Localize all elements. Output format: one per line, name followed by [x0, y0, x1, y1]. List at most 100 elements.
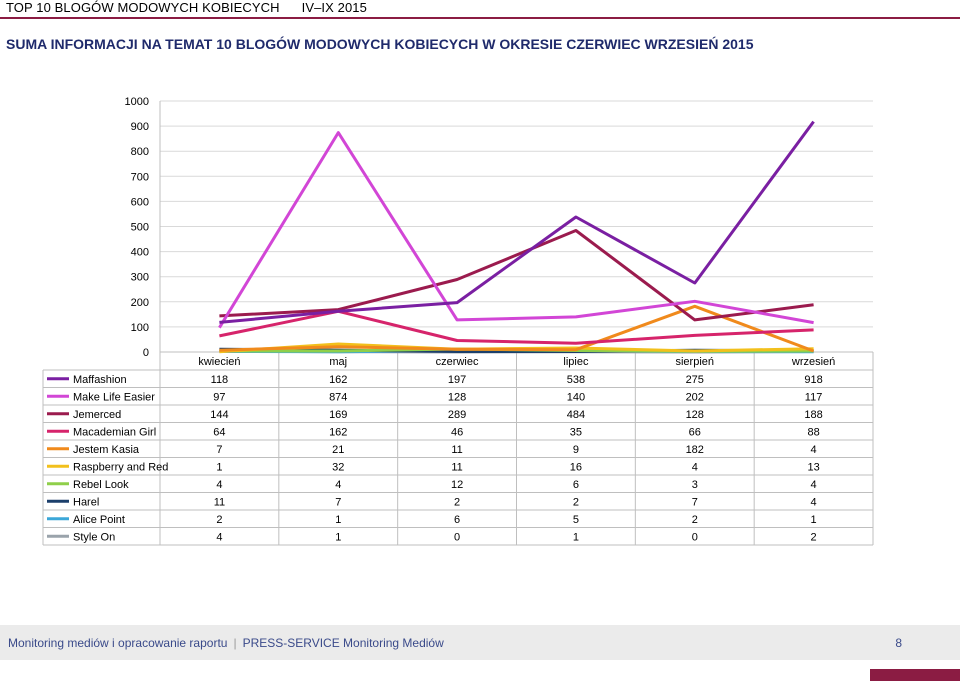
data-label: 918 — [804, 374, 822, 386]
data-label: 484 — [567, 409, 585, 421]
data-label: 46 — [451, 426, 463, 438]
report-header: TOP 10 BLOGÓW MODOWYCH KOBIECYCH IV–IX 20… — [6, 0, 367, 15]
report-title: TOP 10 BLOGÓW MODOWYCH KOBIECYCH — [6, 0, 280, 15]
series-line — [219, 120, 815, 324]
data-label: 4 — [811, 444, 817, 456]
data-label: 4 — [811, 496, 817, 508]
y-tick-label: 500 — [131, 222, 149, 234]
page-number: 8 — [895, 636, 902, 650]
data-label: 169 — [329, 409, 347, 421]
y-tick-label: 700 — [131, 171, 149, 183]
data-label: 128 — [448, 391, 466, 403]
data-label: 4 — [335, 479, 341, 491]
data-label: 2 — [454, 496, 460, 508]
y-tick-label: 100 — [131, 322, 149, 334]
data-label: 5 — [573, 514, 579, 526]
data-label: 7 — [335, 496, 341, 508]
data-label: 1 — [811, 514, 817, 526]
legend-label: Make Life Easier — [73, 391, 155, 403]
y-tick-label: 0 — [143, 347, 149, 359]
legend-label: Style On — [73, 531, 115, 543]
data-label: 2 — [216, 514, 222, 526]
legend-label: Macademian Girl — [73, 426, 156, 438]
data-label: 1 — [335, 514, 341, 526]
data-label: 188 — [804, 409, 822, 421]
legend-label: Alice Point — [73, 514, 125, 526]
data-label: 2 — [573, 496, 579, 508]
data-label: 7 — [216, 444, 222, 456]
footer-left-text: Monitoring mediów i opracowanie raportu — [8, 636, 228, 650]
data-label: 21 — [332, 444, 344, 456]
y-tick-label: 300 — [131, 272, 149, 284]
x-tick-label: sierpień — [675, 356, 714, 368]
data-label: 117 — [805, 391, 823, 403]
data-label: 1 — [216, 461, 222, 473]
data-label: 162 — [329, 426, 347, 438]
data-label: 12 — [451, 479, 463, 491]
data-label: 32 — [332, 461, 344, 473]
data-label: 140 — [567, 391, 585, 403]
header-divider — [0, 17, 960, 19]
data-label: 9 — [573, 444, 579, 456]
x-tick-label: kwiecień — [198, 356, 240, 368]
legend-label: Raspberry and Red — [73, 461, 168, 473]
data-label: 4 — [692, 461, 698, 473]
data-label: 538 — [567, 374, 585, 386]
footer-separator: | — [233, 636, 237, 650]
data-label: 0 — [692, 531, 698, 543]
data-label: 2 — [692, 514, 698, 526]
footer-right-text: PRESS-SERVICE Monitoring Mediów — [242, 636, 444, 650]
data-label: 4 — [216, 479, 222, 491]
page-title: SUMA INFORMACJI NA TEMAT 10 BLOGÓW MODOW… — [6, 36, 754, 52]
legend-label: Jemerced — [73, 409, 121, 421]
data-label: 3 — [692, 479, 698, 491]
x-tick-label: czerwiec — [436, 356, 479, 368]
x-tick-label: wrzesień — [791, 356, 835, 368]
data-label: 162 — [329, 374, 347, 386]
footer-text: Monitoring mediów i opracowanie raportu |… — [8, 636, 444, 650]
legend-label: Rebel Look — [73, 479, 129, 491]
footer: Monitoring mediów i opracowanie raportu |… — [0, 625, 960, 660]
data-label: 16 — [570, 461, 582, 473]
y-tick-label: 900 — [131, 121, 149, 133]
data-label: 11 — [451, 461, 462, 473]
data-label: 275 — [686, 374, 704, 386]
data-label: 128 — [686, 409, 704, 421]
data-label: 197 — [448, 374, 466, 386]
y-tick-label: 400 — [131, 247, 149, 259]
data-label: 66 — [689, 426, 701, 438]
data-label: 4 — [811, 479, 817, 491]
x-tick-label: lipiec — [563, 356, 589, 368]
data-label: 118 — [211, 374, 229, 386]
data-label: 4 — [216, 531, 222, 543]
data-label: 144 — [210, 409, 228, 421]
data-label: 97 — [213, 391, 225, 403]
y-tick-label: 800 — [131, 146, 149, 158]
data-label: 202 — [686, 391, 704, 403]
data-label: 6 — [454, 514, 460, 526]
line-chart: 01002003004005006007008009001000kwiecień… — [42, 96, 874, 546]
data-label: 874 — [329, 391, 347, 403]
y-tick-label: 600 — [131, 196, 149, 208]
data-label: 1 — [573, 531, 579, 543]
series-line — [219, 309, 814, 345]
data-label: 11 — [214, 496, 225, 508]
series-line — [219, 229, 814, 322]
y-tick-label: 200 — [131, 297, 149, 309]
brand-bar — [870, 669, 960, 681]
data-label: 6 — [573, 479, 579, 491]
data-label: 35 — [570, 426, 582, 438]
data-label: 2 — [811, 531, 817, 543]
legend-label: Maffashion — [73, 374, 127, 386]
data-label: 0 — [454, 531, 460, 543]
legend-label: Harel — [73, 496, 99, 508]
data-label: 182 — [686, 444, 704, 456]
data-label: 11 — [451, 444, 462, 456]
data-label: 88 — [807, 426, 819, 438]
legend-label: Jestem Kasia — [73, 444, 140, 456]
x-tick-label: maj — [329, 356, 347, 368]
y-tick-label: 1000 — [125, 96, 149, 108]
data-label: 13 — [807, 461, 819, 473]
data-label: 1 — [335, 531, 341, 543]
series-line — [219, 304, 815, 353]
